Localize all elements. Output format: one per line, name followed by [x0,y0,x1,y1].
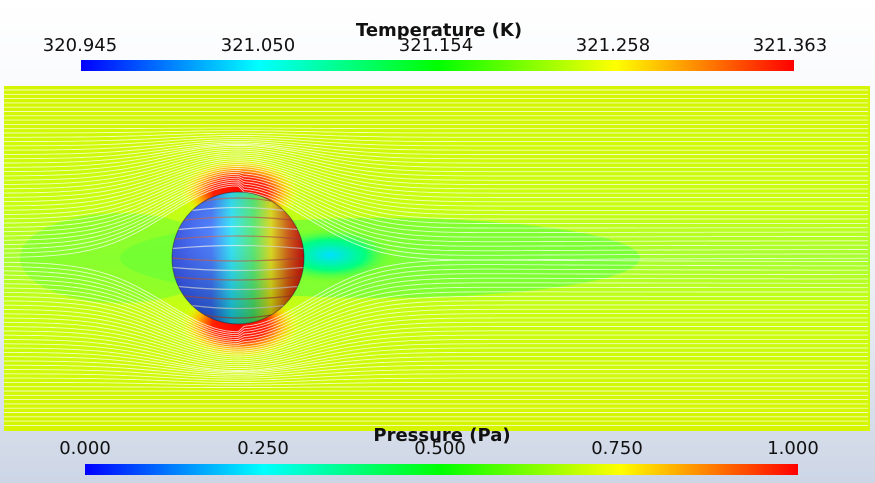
streamline [4,150,868,181]
streamline [4,321,868,360]
streamline [4,148,868,177]
pressure-colorbar-title: Pressure (Pa) [373,425,511,446]
pressure-tick-1: 0.250 [237,438,289,459]
streamlines [4,89,869,426]
streamline [4,168,868,220]
streamline [4,286,868,344]
streamline [4,156,868,194]
temperature-colorbar-title: Temperature (K) [355,20,523,41]
streamline [4,369,868,379]
streamline [4,134,868,143]
streamline [4,154,868,190]
streamline [4,291,868,346]
streamline [4,173,868,234]
sphere-obstacle [171,191,305,325]
streamline [4,164,868,211]
streamline [4,330,868,364]
streamline [4,130,868,134]
streamline [4,304,868,352]
streamline [4,373,868,381]
streamline [4,347,868,371]
streamline [4,343,868,370]
streamline [4,171,868,229]
streamline [4,300,868,350]
streamline [4,273,868,339]
temperature-tick-4: 321.363 [752,35,828,56]
streamline [4,179,868,247]
streamline [4,160,868,203]
streamline [4,143,868,164]
streamline [4,139,868,151]
streamline [4,277,869,340]
streamline [4,268,868,337]
streamline [4,338,868,368]
streamline [4,334,868,366]
streamline [4,295,868,348]
temperature-tick-3: 321.258 [575,35,651,56]
streamline [4,317,868,358]
streamline [4,326,868,362]
streamline [4,132,868,138]
streamline [4,144,868,168]
streamline [4,313,868,356]
streamline [4,127,868,130]
streamline [4,140,868,155]
streamline [4,162,868,207]
upstream-region [20,213,220,303]
streamline [4,282,868,342]
streamline [4,381,868,386]
pressure-tick-0: 0.000 [59,438,111,459]
streamline [4,264,868,335]
streamline [4,166,868,216]
streamline [4,142,868,160]
pressure-tick-3: 0.750 [591,438,643,459]
streamline [4,183,868,256]
streamline [4,175,868,238]
streamline [4,364,868,377]
pressure-tick-2: 0.500 [414,438,466,459]
streamline [4,152,868,186]
streamline [4,308,868,354]
streamline [4,356,868,374]
pressure-tick-4: 1.000 [767,438,819,459]
streamline [4,351,868,372]
streamline [4,185,868,261]
streamline-field [4,86,870,431]
streamline [4,360,868,375]
streamline [4,158,868,198]
streamline [4,377,868,384]
temperature-tick-2: 321.154 [398,35,474,56]
streamline [4,169,868,225]
streamline [4,177,868,243]
streamline [4,146,868,173]
temperature-tick-0: 320.945 [42,35,118,56]
streamline [4,386,868,388]
streamline [4,137,868,147]
streamline [4,259,868,333]
temperature-tick-1: 321.050 [220,35,296,56]
pressure-colorbar [85,464,798,475]
temperature-colorbar [81,60,794,71]
streamline [4,181,868,252]
